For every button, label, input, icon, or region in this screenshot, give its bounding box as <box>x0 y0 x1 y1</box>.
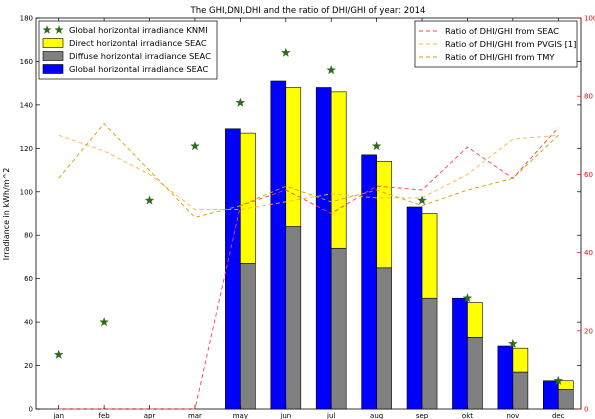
bar-dhi-may <box>240 263 256 410</box>
knmi-star-feb <box>99 317 109 327</box>
bar-dhi-dec <box>557 389 574 410</box>
legend-right-label-1: Ratio of DHI/GHI from PVGIS [1] <box>445 39 576 49</box>
knmi-star-sep <box>417 195 427 205</box>
right-axis: 0 20 40 60 80 100 <box>577 15 595 414</box>
legend-right: Ratio of DHI/GHI from SEAC Ratio of DHI/G… <box>414 20 578 68</box>
knmi-star-okt <box>462 293 473 303</box>
x-tick-label-dec: dec <box>552 412 565 419</box>
legend-left-label-0: Global horizontal irradiance KNMI <box>69 25 208 35</box>
knmi-star-nov <box>508 338 518 348</box>
x-tick-label-okt: okt <box>462 412 473 419</box>
left-tick-label-80: 80 <box>24 232 33 240</box>
bar-ghi-nov <box>497 345 514 410</box>
ratio-line-2 <box>58 122 559 218</box>
y-axis-label: Irradiance in kWh/m^2 <box>2 168 11 261</box>
legend-right-frame <box>414 20 578 68</box>
bar-dhi-aug <box>376 267 392 410</box>
knmi-star-jan <box>53 349 64 359</box>
plot-frame <box>35 17 582 410</box>
left-tick-label-100: 100 <box>20 188 33 196</box>
bar-ghi-may <box>225 128 241 410</box>
bar-dni-jul <box>330 91 347 249</box>
legend-left-frame <box>38 20 218 80</box>
x-tick-label-feb: feb <box>99 412 111 419</box>
bar-dhi-sep <box>421 297 438 410</box>
bar-dhi-nov <box>512 371 529 410</box>
bar-dni-okt <box>467 302 483 338</box>
x-tick-label-jan: jan <box>52 412 64 419</box>
knmi-star-jun <box>281 47 291 57</box>
right-tick-label-40: 40 <box>584 249 593 257</box>
bar-dni-nov <box>512 347 529 373</box>
legend-left: Global horizontal irradiance KNMI Direct … <box>38 20 218 80</box>
bar-dhi-jul <box>330 247 347 410</box>
ratio-line-1 <box>58 134 559 211</box>
legend-left-label-1: Direct horizontal irradiance SEAC <box>69 38 207 48</box>
left-tick-label-20: 20 <box>24 362 33 370</box>
ratio-lines-layer <box>58 122 559 410</box>
legend-left-label-3: Global horizontal irradiance SEAC <box>69 64 208 74</box>
x-tick-label-may: may <box>233 412 248 419</box>
bar-ghi-jul <box>315 87 332 410</box>
left-tick-label-0: 0 <box>29 406 33 414</box>
right-tick-label-20: 20 <box>584 327 593 335</box>
bar-dni-aug <box>376 161 392 269</box>
knmi-stars-layer <box>53 47 564 385</box>
x-tick-label-apr: apr <box>144 412 156 419</box>
x-tick-label-aug: aug <box>370 412 383 419</box>
bar-ghi-dec <box>542 380 559 410</box>
legend-left-marker2-0 <box>54 25 64 34</box>
bar-dhi-jun <box>285 226 302 410</box>
left-tick-label-40: 40 <box>24 319 33 327</box>
right-tick-label-60: 60 <box>584 171 593 179</box>
knmi-star-dec <box>553 375 564 385</box>
x-tick-label-mar: mar <box>188 412 202 419</box>
x-tick-label-nov: nov <box>506 412 519 419</box>
bar-ghi-okt <box>452 297 468 410</box>
bar-ghi-sep <box>406 206 423 410</box>
x-axis: jan feb apr mar may jun jul aug sep okt nov dec <box>52 18 565 419</box>
x-tick-label-sep: sep <box>416 412 429 419</box>
right-tick-label-80: 80 <box>584 93 593 101</box>
legend-left-marker-0 <box>42 25 52 34</box>
chart-title: The GHI,DNI,DHI and the ratio of DHI/GHI… <box>190 6 426 16</box>
right-tick-label-100: 100 <box>584 15 595 23</box>
left-axis: 0 20 40 60 80 100 120 140 160 180 <box>20 15 581 414</box>
knmi-star-jul <box>326 65 336 75</box>
knmi-star-may <box>235 97 246 107</box>
bar-dni-dec <box>557 380 574 390</box>
right-tick-label-0: 0 <box>584 406 588 414</box>
x-tick-label-jul: jul <box>326 412 335 419</box>
x-tick-label-jun: jun <box>279 412 291 419</box>
legend-right-label-2: Ratio of DHI/GHI from TMY <box>445 52 555 62</box>
bars-layer <box>225 80 574 410</box>
bar-dni-may <box>240 132 256 264</box>
left-tick-label-140: 140 <box>20 101 33 109</box>
ratio-line-0 <box>58 127 559 410</box>
bar-dni-jun <box>285 87 302 227</box>
left-tick-label-180: 180 <box>20 15 33 23</box>
legend-left-marker-3 <box>42 64 64 74</box>
left-tick-label-60: 60 <box>24 275 33 283</box>
bar-dni-sep <box>421 213 438 299</box>
knmi-star-apr <box>144 195 155 205</box>
bar-dhi-okt <box>467 337 483 410</box>
legend-left-marker-2 <box>42 51 64 61</box>
legend-left-label-2: Diffuse horizontal irradiance SEAC <box>69 51 211 61</box>
left-tick-label-160: 160 <box>20 58 33 66</box>
bar-ghi-jun <box>270 80 287 410</box>
left-tick-label-120: 120 <box>20 145 33 153</box>
knmi-star-aug <box>371 141 382 151</box>
legend-right-label-0: Ratio of DHI/GHI from SEAC <box>445 26 559 36</box>
knmi-star-mar <box>190 141 200 151</box>
legend-left-marker-1 <box>42 38 64 48</box>
